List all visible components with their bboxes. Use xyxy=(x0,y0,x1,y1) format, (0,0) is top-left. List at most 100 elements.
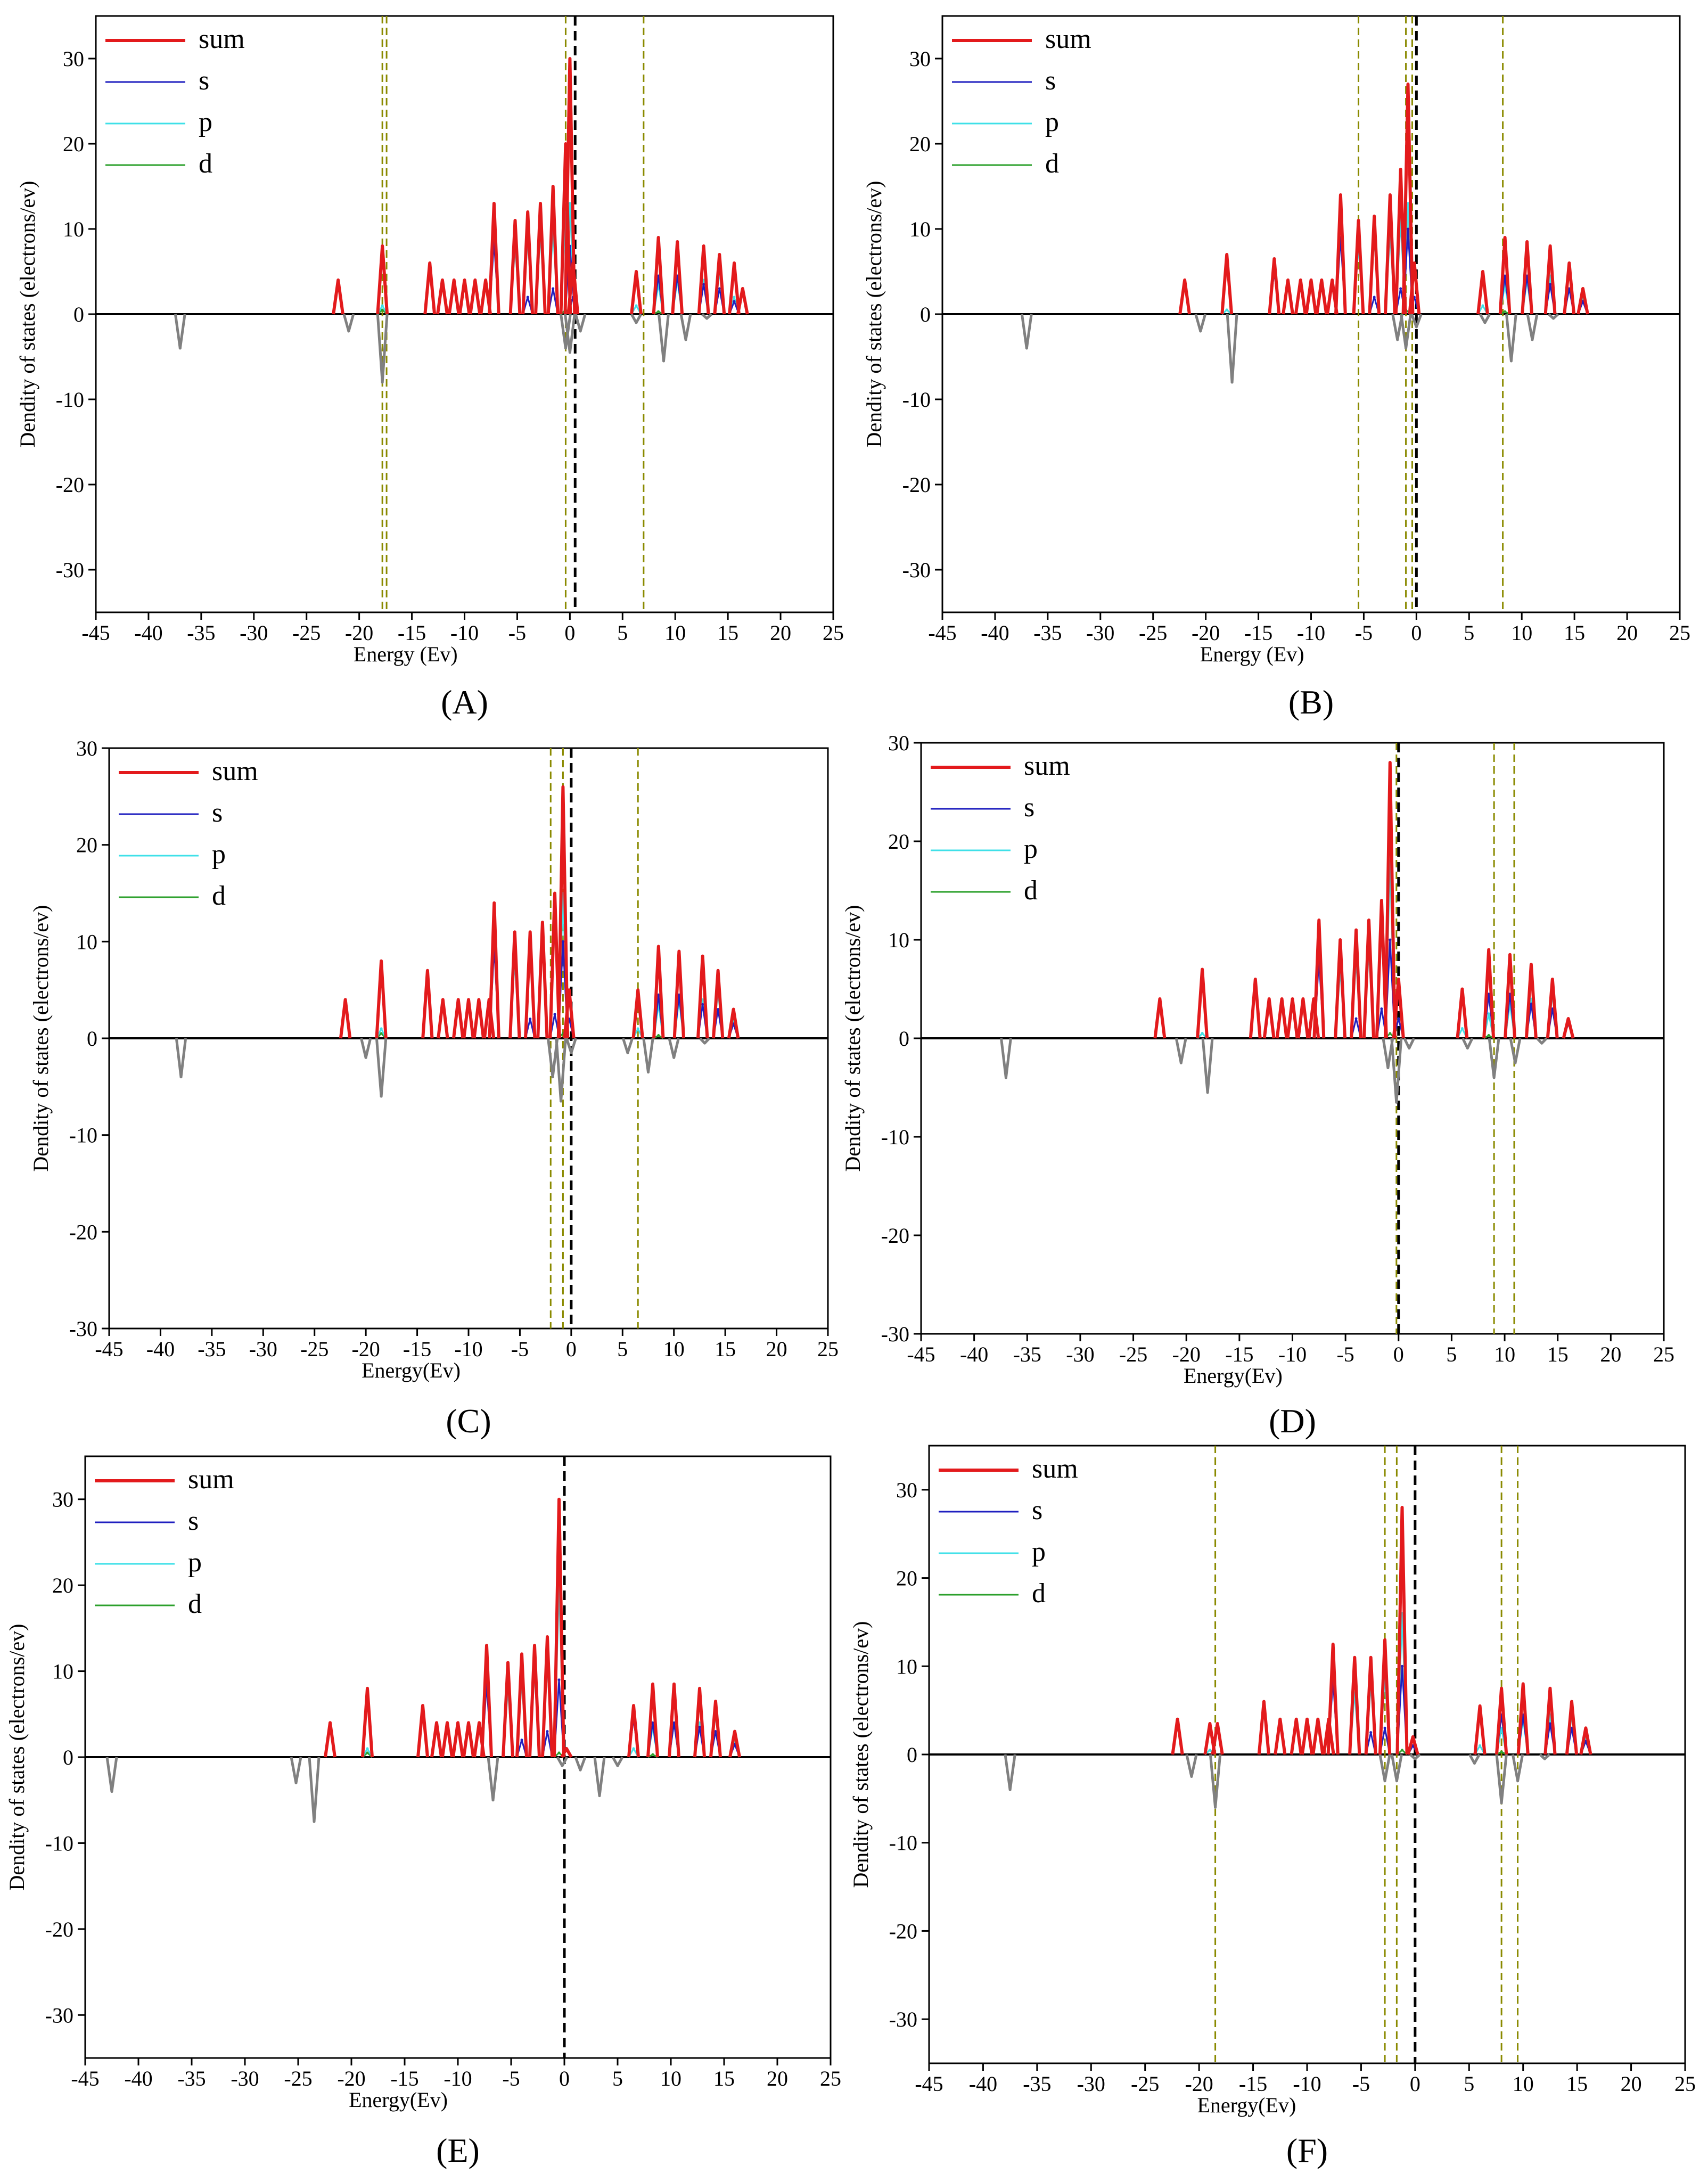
x-tick-label: 25 xyxy=(1674,2072,1696,2096)
data-point-p xyxy=(702,278,705,282)
data-point-s xyxy=(557,1678,561,1682)
y-tick-label: -20 xyxy=(69,1220,97,1244)
data-point-spin_down xyxy=(1492,1076,1496,1079)
data-point-spin_down xyxy=(1395,1780,1398,1783)
data-point-sum xyxy=(732,1008,735,1011)
data-point-sum xyxy=(492,202,496,205)
series-spin_down xyxy=(1020,313,1559,384)
y-tick-label: -30 xyxy=(69,1317,97,1341)
data-point-spin_down xyxy=(1514,1061,1517,1064)
data-point-sum xyxy=(529,930,532,933)
data-point-sum xyxy=(435,1721,438,1724)
data-point-spin_down xyxy=(313,1820,316,1823)
data-point-sum xyxy=(336,278,340,282)
data-point-sum xyxy=(380,960,383,963)
data-point-sum xyxy=(1522,1682,1525,1685)
data-point-p xyxy=(1201,1032,1204,1035)
panel-caption: (C) xyxy=(446,1402,491,1440)
data-point-sum xyxy=(565,1747,568,1750)
data-point-s xyxy=(561,940,564,943)
data-point-spin_down xyxy=(1179,1061,1183,1064)
legend-label-p: p xyxy=(1045,107,1059,137)
x-tick-label: 10 xyxy=(1513,2072,1534,2096)
data-point-sum xyxy=(1262,1700,1266,1703)
data-point-sum xyxy=(1548,1687,1551,1690)
data-point-spin_down xyxy=(1383,1780,1386,1783)
series-spin_down xyxy=(175,1037,711,1103)
data-point-spin_down xyxy=(1531,338,1534,341)
data-point-sum xyxy=(1500,1687,1503,1690)
x-tick-label: -25 xyxy=(284,2067,312,2090)
x-tick-label: -35 xyxy=(198,1337,226,1361)
legend-label-sum: sum xyxy=(1024,751,1070,781)
data-point-spin_down xyxy=(1552,317,1555,320)
x-axis-label: Energy(Ev) xyxy=(349,2088,448,2112)
data-point-spin_down xyxy=(662,359,665,363)
data-point-sum xyxy=(539,202,542,205)
data-point-sum xyxy=(520,1652,523,1655)
data-point-sum xyxy=(741,287,744,290)
x-tick-label: 25 xyxy=(817,1337,839,1361)
data-point-spin_down xyxy=(364,1056,367,1059)
y-tick-label: 0 xyxy=(907,1743,917,1767)
data-point-s xyxy=(1401,1664,1404,1668)
data-point-sum xyxy=(1280,997,1284,1001)
data-point-spin_down xyxy=(598,1794,601,1798)
x-tick-label: -5 xyxy=(1336,1342,1354,1366)
data-point-sum xyxy=(1373,215,1376,218)
data-point-sum xyxy=(1291,997,1294,1001)
data-point-spin_down xyxy=(1008,1788,1012,1791)
data-point-d xyxy=(380,1032,383,1035)
data-point-s xyxy=(1549,283,1552,286)
data-point-spin_down xyxy=(1395,1101,1398,1104)
x-tick-label: 25 xyxy=(1669,621,1690,645)
y-tick-label: 20 xyxy=(76,833,97,857)
x-tick-label: -40 xyxy=(146,1337,175,1361)
data-point-sum xyxy=(485,1644,488,1647)
data-point-sum xyxy=(1481,270,1484,273)
data-point-spin_down xyxy=(1214,1806,1217,1809)
x-tick-label: -10 xyxy=(450,621,479,645)
data-point-sum xyxy=(533,1644,536,1647)
data-point-sum xyxy=(1551,978,1554,981)
data-point-sum xyxy=(441,998,445,1001)
x-tick-label: -20 xyxy=(345,621,373,645)
data-point-sum xyxy=(1581,287,1584,290)
x-tick-label: 15 xyxy=(1564,621,1585,645)
series-spin_down xyxy=(174,313,713,384)
data-point-spin_down xyxy=(1540,1042,1543,1045)
data-point-s xyxy=(1487,993,1490,996)
data-point-sum xyxy=(1584,1726,1587,1729)
data-point-sum xyxy=(381,244,384,248)
x-tick-label: -40 xyxy=(124,2067,152,2090)
data-point-spin_down xyxy=(1190,1775,1193,1778)
data-point-spin_down xyxy=(616,1764,619,1767)
data-point-sum xyxy=(1383,1638,1386,1642)
data-point-p xyxy=(1487,1012,1490,1015)
y-tick-label: 10 xyxy=(76,930,97,954)
panel-B: -45 -40 -35 -30 -25 -20 -15 -10 -5 0 5 10 15 20 25 -30 -… xyxy=(862,15,1690,721)
data-point-spin_down xyxy=(1386,1067,1390,1069)
data-point-sum xyxy=(733,1730,736,1733)
data-point-sum xyxy=(1317,919,1320,922)
data-point-sum xyxy=(441,278,444,282)
data-point-sum xyxy=(492,901,496,905)
x-tick-label: 0 xyxy=(1393,1342,1404,1366)
x-tick-label: -45 xyxy=(907,1342,935,1366)
data-point-sum xyxy=(701,955,704,958)
data-point-s xyxy=(1383,1726,1386,1729)
data-point-sum xyxy=(1380,899,1383,902)
data-point-d xyxy=(657,310,660,313)
data-point-spin_down xyxy=(1483,321,1487,324)
data-point-sum xyxy=(506,1661,510,1664)
data-point-s xyxy=(702,283,705,286)
data-point-sum xyxy=(1570,1700,1573,1703)
data-point-spin_down xyxy=(579,1768,582,1772)
data-point-sum xyxy=(1272,257,1276,260)
data-point-sum xyxy=(1567,261,1571,265)
data-point-sum xyxy=(1225,253,1228,256)
data-point-spin_down xyxy=(626,1051,629,1054)
data-point-spin_down xyxy=(110,1790,113,1793)
x-tick-label: 5 xyxy=(1464,2072,1474,2096)
data-point-s xyxy=(1389,938,1392,941)
